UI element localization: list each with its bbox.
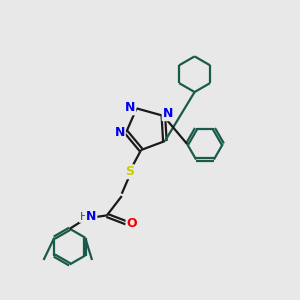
Text: H: H	[80, 212, 88, 222]
Text: N: N	[125, 101, 135, 114]
Text: N: N	[115, 126, 125, 139]
Text: N: N	[86, 210, 96, 224]
Text: O: O	[127, 217, 137, 230]
Text: N: N	[163, 107, 173, 120]
Text: S: S	[125, 165, 134, 178]
